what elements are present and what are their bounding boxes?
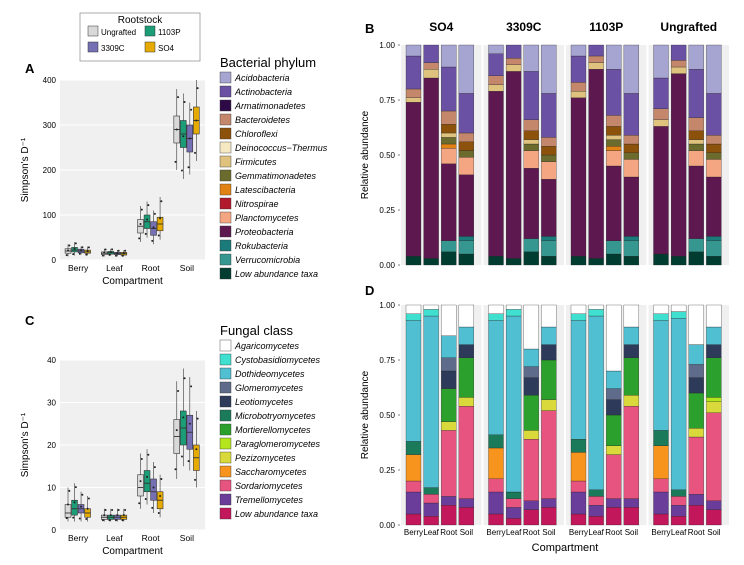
svg-text:Berry: Berry: [651, 528, 670, 537]
svg-text:Compartment: Compartment: [102, 546, 163, 557]
svg-text:Root: Root: [142, 533, 161, 543]
svg-text:Soil: Soil: [625, 528, 639, 537]
svg-text:Gemmatimonadetes: Gemmatimonadetes: [235, 171, 317, 181]
svg-text:Low abundance taxa: Low abundance taxa: [235, 509, 318, 519]
svg-text:Leaf: Leaf: [506, 528, 522, 537]
svg-text:B: B: [365, 21, 374, 36]
svg-text:0.25: 0.25: [379, 206, 395, 215]
svg-text:Bacteroidetes: Bacteroidetes: [235, 115, 291, 125]
svg-text:0.75: 0.75: [379, 96, 395, 105]
svg-text:Berry: Berry: [404, 528, 423, 537]
svg-text:Saccharomycetes: Saccharomycetes: [235, 467, 307, 477]
svg-text:Rootstock: Rootstock: [118, 15, 163, 26]
svg-text:400: 400: [43, 76, 57, 85]
svg-text:Armatimonadetes: Armatimonadetes: [234, 101, 306, 111]
svg-text:Simpson's D⁻¹: Simpson's D⁻¹: [20, 137, 31, 202]
svg-text:0: 0: [52, 526, 57, 535]
svg-text:Berry: Berry: [486, 528, 505, 537]
svg-text:Firmicutes: Firmicutes: [235, 157, 277, 167]
svg-text:Paraglomeromycetes: Paraglomeromycetes: [235, 439, 321, 449]
svg-text:0.25: 0.25: [379, 466, 395, 475]
svg-text:40: 40: [47, 356, 56, 365]
svg-text:Soil: Soil: [180, 263, 194, 273]
svg-text:Compartment: Compartment: [102, 276, 163, 287]
svg-text:3309C: 3309C: [101, 44, 125, 53]
svg-text:Mortierellomycetes: Mortierellomycetes: [235, 425, 311, 435]
svg-text:Tremellomycetes: Tremellomycetes: [235, 495, 303, 505]
svg-text:Root: Root: [688, 528, 706, 537]
svg-text:Leaf: Leaf: [106, 263, 123, 273]
svg-text:Proteobacteria: Proteobacteria: [235, 227, 294, 237]
svg-text:1103P: 1103P: [158, 28, 181, 37]
svg-text:Root: Root: [142, 263, 161, 273]
svg-text:Soil: Soil: [180, 533, 194, 543]
svg-text:1103P: 1103P: [589, 20, 623, 34]
svg-text:0.50: 0.50: [379, 411, 395, 420]
svg-text:D: D: [365, 283, 374, 298]
svg-text:Leotiomycetes: Leotiomycetes: [235, 397, 294, 407]
svg-text:Root: Root: [440, 528, 458, 537]
svg-text:Leaf: Leaf: [106, 533, 123, 543]
svg-text:Fungal class: Fungal class: [220, 323, 293, 338]
figure-container: RootstockUngrafted1103P3309CSO4A01002003…: [5, 5, 739, 560]
svg-text:SO4: SO4: [429, 20, 453, 34]
svg-text:Berry: Berry: [68, 263, 89, 273]
svg-text:Bacterial phylum: Bacterial phylum: [220, 55, 316, 70]
svg-text:Leaf: Leaf: [423, 528, 439, 537]
svg-text:0: 0: [52, 256, 57, 265]
svg-text:Soil: Soil: [542, 528, 556, 537]
svg-text:30: 30: [47, 399, 56, 408]
svg-text:Sordariomycetes: Sordariomycetes: [235, 481, 303, 491]
svg-text:Cystobasidiomycetes: Cystobasidiomycetes: [235, 355, 321, 365]
svg-text:1.00: 1.00: [379, 41, 395, 50]
svg-text:A: A: [25, 61, 35, 76]
svg-text:Relative abundance: Relative abundance: [360, 370, 371, 459]
svg-text:Microbotryomycetes: Microbotryomycetes: [235, 411, 316, 421]
svg-text:Leaf: Leaf: [671, 528, 687, 537]
svg-text:Planctomycetes: Planctomycetes: [235, 213, 299, 223]
svg-text:20: 20: [47, 441, 56, 450]
figure-svg: RootstockUngrafted1103P3309CSO4A01002003…: [5, 5, 739, 560]
svg-text:Relative abundance: Relative abundance: [360, 110, 371, 199]
svg-text:Berry: Berry: [68, 533, 89, 543]
svg-text:3309C: 3309C: [506, 20, 542, 34]
svg-text:Glomeromycetes: Glomeromycetes: [235, 383, 304, 393]
svg-text:Root: Root: [523, 528, 541, 537]
svg-text:300: 300: [43, 121, 57, 130]
svg-text:Pezizomycetes: Pezizomycetes: [235, 453, 296, 463]
svg-text:Soil: Soil: [460, 528, 474, 537]
svg-text:Verrucomicrobia: Verrucomicrobia: [235, 255, 300, 265]
svg-text:Root: Root: [605, 528, 623, 537]
svg-text:Latescibacteria: Latescibacteria: [235, 185, 296, 195]
svg-text:Soil: Soil: [707, 528, 721, 537]
svg-text:10: 10: [47, 484, 56, 493]
svg-text:Simpson's D⁻¹: Simpson's D⁻¹: [20, 412, 31, 477]
svg-text:Deinococcus−Thermus: Deinococcus−Thermus: [235, 143, 328, 153]
svg-text:1.00: 1.00: [379, 301, 395, 310]
svg-text:SO4: SO4: [158, 44, 175, 53]
svg-text:Actinobacteria: Actinobacteria: [234, 87, 292, 97]
svg-text:100: 100: [43, 211, 57, 220]
svg-text:200: 200: [43, 166, 57, 175]
svg-text:Dothideomycetes: Dothideomycetes: [235, 369, 305, 379]
svg-text:0.00: 0.00: [379, 521, 395, 530]
svg-text:Agaricomycetes: Agaricomycetes: [234, 341, 300, 351]
svg-text:Nitrospirae: Nitrospirae: [235, 199, 279, 209]
svg-text:C: C: [25, 313, 35, 328]
svg-text:Compartment: Compartment: [532, 542, 599, 554]
svg-text:Low abundance taxa: Low abundance taxa: [235, 269, 318, 279]
svg-text:Acidobacteria: Acidobacteria: [234, 73, 290, 83]
svg-text:0.50: 0.50: [379, 151, 395, 160]
svg-text:0.00: 0.00: [379, 261, 395, 270]
svg-text:Chloroflexi: Chloroflexi: [235, 129, 279, 139]
svg-text:Berry: Berry: [569, 528, 588, 537]
svg-text:Leaf: Leaf: [588, 528, 604, 537]
svg-text:0.75: 0.75: [379, 356, 395, 365]
svg-text:Ungrafted: Ungrafted: [660, 20, 717, 34]
svg-text:Ungrafted: Ungrafted: [101, 28, 136, 37]
svg-text:Rokubacteria: Rokubacteria: [235, 241, 288, 251]
